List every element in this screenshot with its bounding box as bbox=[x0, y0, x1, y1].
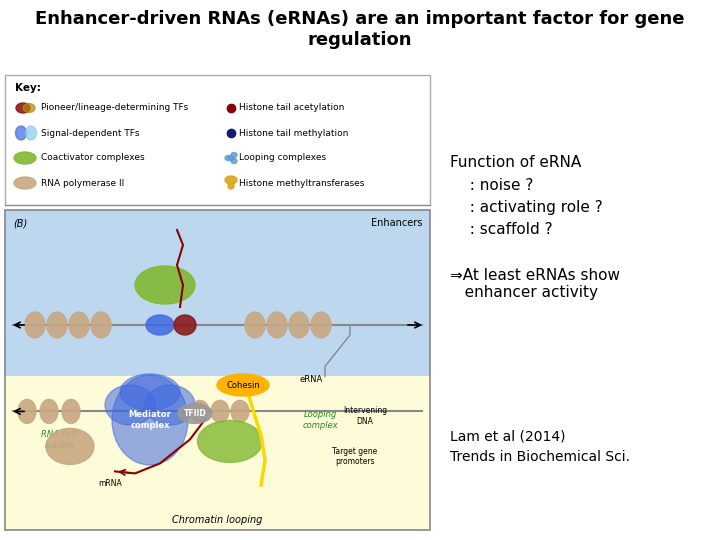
Ellipse shape bbox=[217, 374, 269, 396]
Text: Trends in Biochemical Sci.: Trends in Biochemical Sci. bbox=[450, 450, 630, 464]
Text: RNA PolII
loading: RNA PolII loading bbox=[41, 430, 79, 450]
Text: Cohesin: Cohesin bbox=[226, 381, 260, 389]
Text: Intervening
DNA: Intervening DNA bbox=[343, 407, 387, 426]
Ellipse shape bbox=[245, 312, 265, 338]
Ellipse shape bbox=[267, 312, 287, 338]
Ellipse shape bbox=[105, 385, 155, 425]
Ellipse shape bbox=[23, 104, 35, 112]
Ellipse shape bbox=[231, 400, 249, 422]
Text: Target gene
promoters: Target gene promoters bbox=[333, 447, 377, 466]
Ellipse shape bbox=[191, 400, 209, 422]
FancyBboxPatch shape bbox=[5, 376, 430, 530]
Text: Histone methyltransferases: Histone methyltransferases bbox=[239, 179, 364, 187]
Text: : scaffold ?: : scaffold ? bbox=[460, 222, 553, 237]
Text: Enhancer-driven RNAs (eRNAs) are an important factor for gene
regulation: Enhancer-driven RNAs (eRNAs) are an impo… bbox=[35, 10, 685, 49]
FancyBboxPatch shape bbox=[5, 75, 430, 205]
Text: eRNA: eRNA bbox=[300, 375, 323, 384]
Text: Histone tail methylation: Histone tail methylation bbox=[239, 129, 348, 138]
Text: ⇒At least eRNAs show
   enhancer activity: ⇒At least eRNAs show enhancer activity bbox=[450, 268, 620, 300]
Ellipse shape bbox=[228, 183, 234, 189]
Ellipse shape bbox=[228, 156, 234, 160]
Ellipse shape bbox=[14, 152, 36, 164]
Ellipse shape bbox=[178, 403, 212, 423]
Ellipse shape bbox=[231, 159, 237, 164]
Text: RNA polymerase II: RNA polymerase II bbox=[41, 179, 125, 187]
Ellipse shape bbox=[146, 315, 174, 335]
Ellipse shape bbox=[18, 400, 36, 423]
Text: (B): (B) bbox=[13, 218, 27, 228]
Text: mRNA: mRNA bbox=[98, 480, 122, 488]
Text: Key:: Key: bbox=[15, 83, 41, 93]
Ellipse shape bbox=[145, 385, 195, 425]
Text: : noise ?: : noise ? bbox=[460, 178, 534, 193]
Ellipse shape bbox=[14, 177, 36, 189]
Text: : activating role ?: : activating role ? bbox=[460, 200, 603, 215]
Ellipse shape bbox=[174, 315, 196, 335]
Ellipse shape bbox=[289, 312, 309, 338]
Ellipse shape bbox=[135, 266, 195, 304]
Ellipse shape bbox=[46, 428, 94, 464]
Ellipse shape bbox=[311, 312, 331, 338]
Ellipse shape bbox=[25, 312, 45, 338]
Ellipse shape bbox=[91, 312, 111, 338]
Text: Enhancers: Enhancers bbox=[371, 218, 422, 228]
Ellipse shape bbox=[40, 400, 58, 423]
Ellipse shape bbox=[16, 126, 27, 140]
Text: Histone tail acetylation: Histone tail acetylation bbox=[239, 104, 344, 112]
Text: Function of eRNA: Function of eRNA bbox=[450, 155, 581, 170]
Ellipse shape bbox=[225, 176, 237, 184]
Text: Looping
complex: Looping complex bbox=[302, 410, 338, 430]
Ellipse shape bbox=[211, 400, 229, 422]
Ellipse shape bbox=[62, 400, 80, 423]
Ellipse shape bbox=[16, 103, 30, 113]
Text: Chromatin looping: Chromatin looping bbox=[172, 515, 263, 525]
Ellipse shape bbox=[225, 156, 231, 160]
Text: Pioneer/lineage-determining TFs: Pioneer/lineage-determining TFs bbox=[41, 104, 188, 112]
Text: Coactivator complexes: Coactivator complexes bbox=[41, 153, 145, 163]
Ellipse shape bbox=[231, 152, 237, 158]
Ellipse shape bbox=[47, 312, 67, 338]
Ellipse shape bbox=[69, 312, 89, 338]
Text: Lam et al (2014): Lam et al (2014) bbox=[450, 430, 565, 444]
Ellipse shape bbox=[112, 375, 188, 465]
Ellipse shape bbox=[25, 126, 37, 140]
Text: TFIID: TFIID bbox=[184, 409, 207, 418]
Text: Looping complexes: Looping complexes bbox=[239, 153, 326, 163]
Ellipse shape bbox=[197, 421, 263, 462]
Text: Mediator
complex: Mediator complex bbox=[129, 410, 171, 430]
Ellipse shape bbox=[120, 374, 180, 410]
Text: Signal-dependent TFs: Signal-dependent TFs bbox=[41, 129, 140, 138]
FancyBboxPatch shape bbox=[5, 210, 430, 376]
